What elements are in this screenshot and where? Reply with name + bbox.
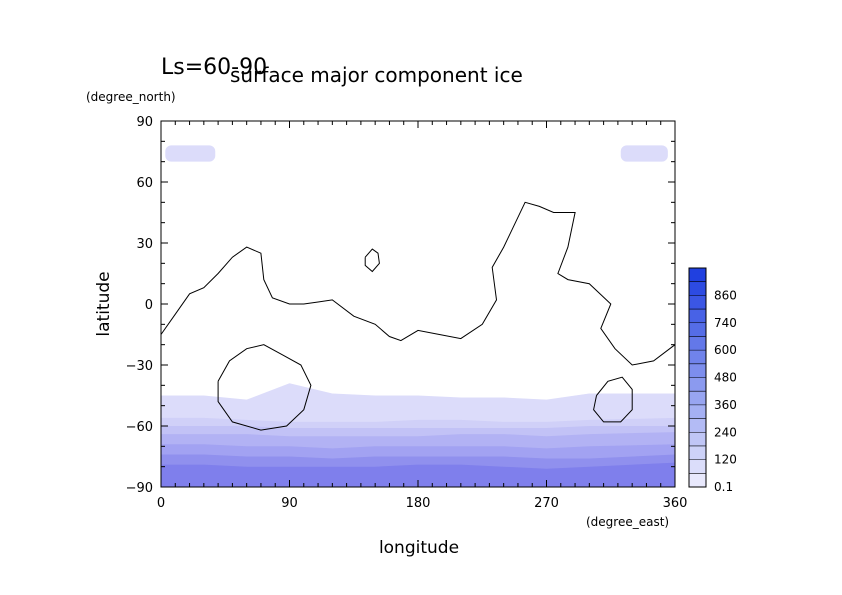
ice-fill-layer bbox=[161, 145, 675, 487]
y-tick-label: −90 bbox=[126, 481, 153, 496]
y-tick-label: 90 bbox=[136, 115, 153, 130]
colorbar-swatch bbox=[689, 445, 706, 461]
y-tick-label: 60 bbox=[136, 176, 153, 191]
colorbar-label: 480 bbox=[714, 371, 737, 385]
x-axis-label: longitude bbox=[379, 538, 459, 558]
colorbar-swatch bbox=[689, 322, 706, 337]
colorbar-label: 740 bbox=[714, 316, 737, 330]
colorbar-swatch bbox=[689, 391, 706, 406]
y-tick-label: −60 bbox=[126, 420, 153, 435]
y-axis: 90 60 30 0 −30 −60 −90 bbox=[126, 115, 675, 496]
colorbar-swatch bbox=[689, 459, 706, 474]
colorbar-label: 360 bbox=[714, 398, 737, 412]
colorbar-label: 120 bbox=[714, 453, 737, 467]
x-axis: 0 90 180 270 360 bbox=[157, 121, 688, 511]
colorbar-swatch bbox=[689, 309, 706, 324]
colorbar-swatch bbox=[689, 363, 706, 378]
colorbar-swatch bbox=[689, 432, 706, 447]
colorbar-swatch bbox=[689, 473, 706, 488]
colorbar-swatch bbox=[689, 281, 706, 296]
y-tick-label: 0 bbox=[145, 298, 153, 313]
y-axis-label: latitude bbox=[94, 271, 114, 336]
colorbar-swatch bbox=[689, 268, 706, 283]
panel-label: Ls=60-90 bbox=[161, 55, 267, 80]
colorbar-label: 240 bbox=[714, 425, 737, 439]
y-tick-label: 30 bbox=[136, 237, 153, 252]
x-tick-label: 0 bbox=[157, 496, 165, 511]
x-tick-label: 360 bbox=[663, 496, 688, 511]
contour-loop-se bbox=[593, 376, 633, 423]
north-ice-patch-1 bbox=[620, 145, 668, 162]
x-tick-label: 270 bbox=[534, 496, 559, 511]
colorbar-swatch bbox=[689, 295, 706, 310]
x-tick-label: 90 bbox=[281, 496, 298, 511]
contour-main bbox=[160, 201, 676, 366]
colorbar-swatch bbox=[689, 404, 706, 420]
colorbar-swatch bbox=[689, 418, 706, 433]
y-axis-unit: (degree_north) bbox=[86, 90, 176, 104]
contour-lines bbox=[160, 201, 676, 431]
colorbar-frame bbox=[688, 267, 707, 488]
colorbar-swatch bbox=[689, 377, 706, 392]
x-axis-unit: (degree_east) bbox=[586, 515, 669, 529]
colorbar-label: 600 bbox=[714, 343, 737, 357]
colorbar-label: 860 bbox=[714, 288, 737, 302]
contour-small-north bbox=[364, 248, 380, 273]
colorbar: 0.1 120 240 360 480 600 740 860 bbox=[688, 267, 737, 494]
colorbar-swatch bbox=[689, 350, 706, 365]
contour-loop-sw bbox=[217, 344, 312, 431]
x-tick-label: 180 bbox=[406, 496, 431, 511]
colorbar-label: 0.1 bbox=[714, 480, 733, 494]
colorbar-swatch bbox=[689, 336, 706, 351]
y-tick-label: −30 bbox=[126, 359, 153, 374]
north-ice-patch-0 bbox=[165, 145, 216, 162]
chart-title: surface major component ice bbox=[230, 63, 523, 87]
